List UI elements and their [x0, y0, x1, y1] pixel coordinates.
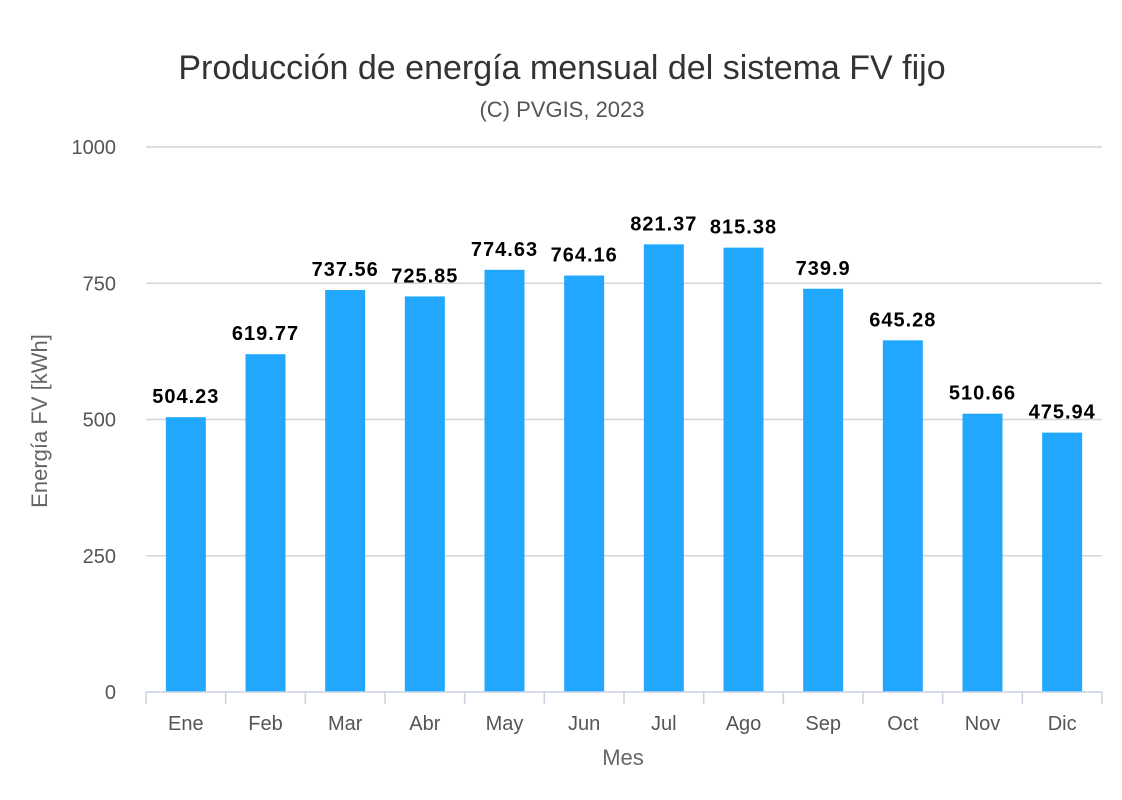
bar — [325, 290, 366, 692]
data-label: 774.63 — [471, 239, 538, 261]
x-tick-label: Mar — [328, 713, 363, 735]
x-tick-label: Jul — [651, 713, 677, 735]
y-axis-ticks: 0 250 500 750 1000 — [72, 137, 117, 704]
bar — [245, 354, 286, 692]
bar — [803, 288, 844, 692]
x-tick-label: May — [486, 713, 524, 735]
y-tick-label: 500 — [83, 410, 116, 432]
chart-title: Producción de energía mensual del sistem… — [178, 49, 945, 87]
data-label: 475.94 — [1029, 402, 1096, 424]
x-axis-label: Mes — [602, 745, 644, 770]
data-label: 510.66 — [949, 383, 1016, 405]
x-tick-label: Jun — [568, 713, 600, 735]
bars — [165, 244, 1083, 693]
data-label: 821.37 — [630, 213, 697, 235]
x-tick-label: Oct — [887, 713, 919, 735]
data-label: 737.56 — [312, 259, 379, 281]
bar — [962, 413, 1003, 692]
bar — [165, 417, 206, 692]
x-axis — [145, 691, 1103, 704]
data-label: 739.9 — [796, 258, 851, 280]
data-label: 725.85 — [391, 265, 458, 287]
y-tick-label: 0 — [105, 682, 116, 704]
x-tick-label: Ago — [726, 713, 762, 735]
x-tick-label: Dic — [1048, 713, 1077, 735]
bar — [564, 275, 605, 692]
y-tick-label: 1000 — [72, 137, 117, 159]
data-label: 645.28 — [869, 309, 936, 331]
x-axis-ticks: Ene Feb Mar Abr May Jun Jul Ago Sep Oct Nov Dic — [168, 713, 1077, 735]
data-label: 764.16 — [551, 245, 618, 267]
data-label: 619.77 — [232, 323, 299, 345]
bar — [404, 296, 445, 692]
y-tick-label: 750 — [83, 273, 116, 295]
x-tick-label: Abr — [409, 713, 440, 735]
bar — [882, 340, 923, 692]
chart-subtitle: (C) PVGIS, 2023 — [479, 97, 644, 122]
data-labels: 504.23 619.77 737.56 725.85 774.63 764.16 821.… — [152, 213, 1096, 424]
x-tick-label: Feb — [248, 713, 282, 735]
bar — [484, 269, 525, 692]
grid-lines — [146, 146, 1102, 557]
bar — [1042, 432, 1083, 692]
y-tick-label: 250 — [83, 546, 116, 568]
x-tick-label: Sep — [805, 713, 841, 735]
bar — [723, 247, 764, 692]
data-label: 504.23 — [152, 386, 219, 408]
x-tick-label: Ene — [168, 713, 204, 735]
y-axis-label: Energía FV [kWh] — [27, 334, 52, 508]
data-label: 815.38 — [710, 217, 777, 239]
x-tick-label: Nov — [965, 713, 1001, 735]
bar — [643, 244, 684, 693]
